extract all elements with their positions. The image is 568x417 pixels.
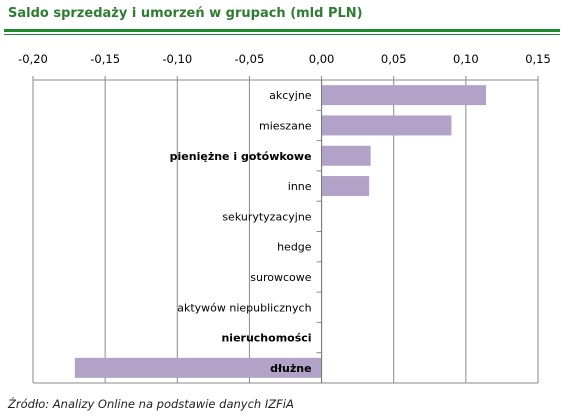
category-label: dłużne xyxy=(270,362,311,375)
title-rule-thick xyxy=(4,29,560,32)
category-label: aktywów niepublicznych xyxy=(177,301,311,314)
bar-dłużne xyxy=(74,357,322,378)
chart-title: Saldo sprzedaży i umorzeń w grupach (mld… xyxy=(8,6,363,21)
category-label: pieniężne i gotówkowe xyxy=(170,150,312,163)
category-label: nieruchomości xyxy=(221,332,311,345)
x-tick-label: 0,10 xyxy=(453,52,479,66)
category-label: sekurytyzacyjne xyxy=(222,210,311,223)
bar-mieszane xyxy=(321,115,452,136)
source-note: Źródło: Analizy Online na podstawie dany… xyxy=(8,397,294,411)
x-tick-label: 0,05 xyxy=(381,52,407,66)
x-tick-label: 0,00 xyxy=(309,52,335,66)
x-tick-label: -0,05 xyxy=(235,52,265,66)
category-label: surowcowe xyxy=(250,271,311,284)
bar-inne xyxy=(321,176,370,197)
bar-akcyjne xyxy=(321,85,487,106)
title-rule-thin xyxy=(4,34,560,35)
x-tick-label: -0,15 xyxy=(90,52,120,66)
x-tick-label: -0,20 xyxy=(18,52,48,66)
category-label: hedge xyxy=(277,241,312,254)
x-tick-label: 0,15 xyxy=(525,52,551,66)
bar-pieniężne-i-gotówkowe xyxy=(321,145,371,166)
category-label: mieszane xyxy=(259,119,312,132)
x-tick-label: -0,10 xyxy=(162,52,192,66)
category-label: inne xyxy=(288,180,312,193)
category-label: akcyjne xyxy=(269,89,312,102)
